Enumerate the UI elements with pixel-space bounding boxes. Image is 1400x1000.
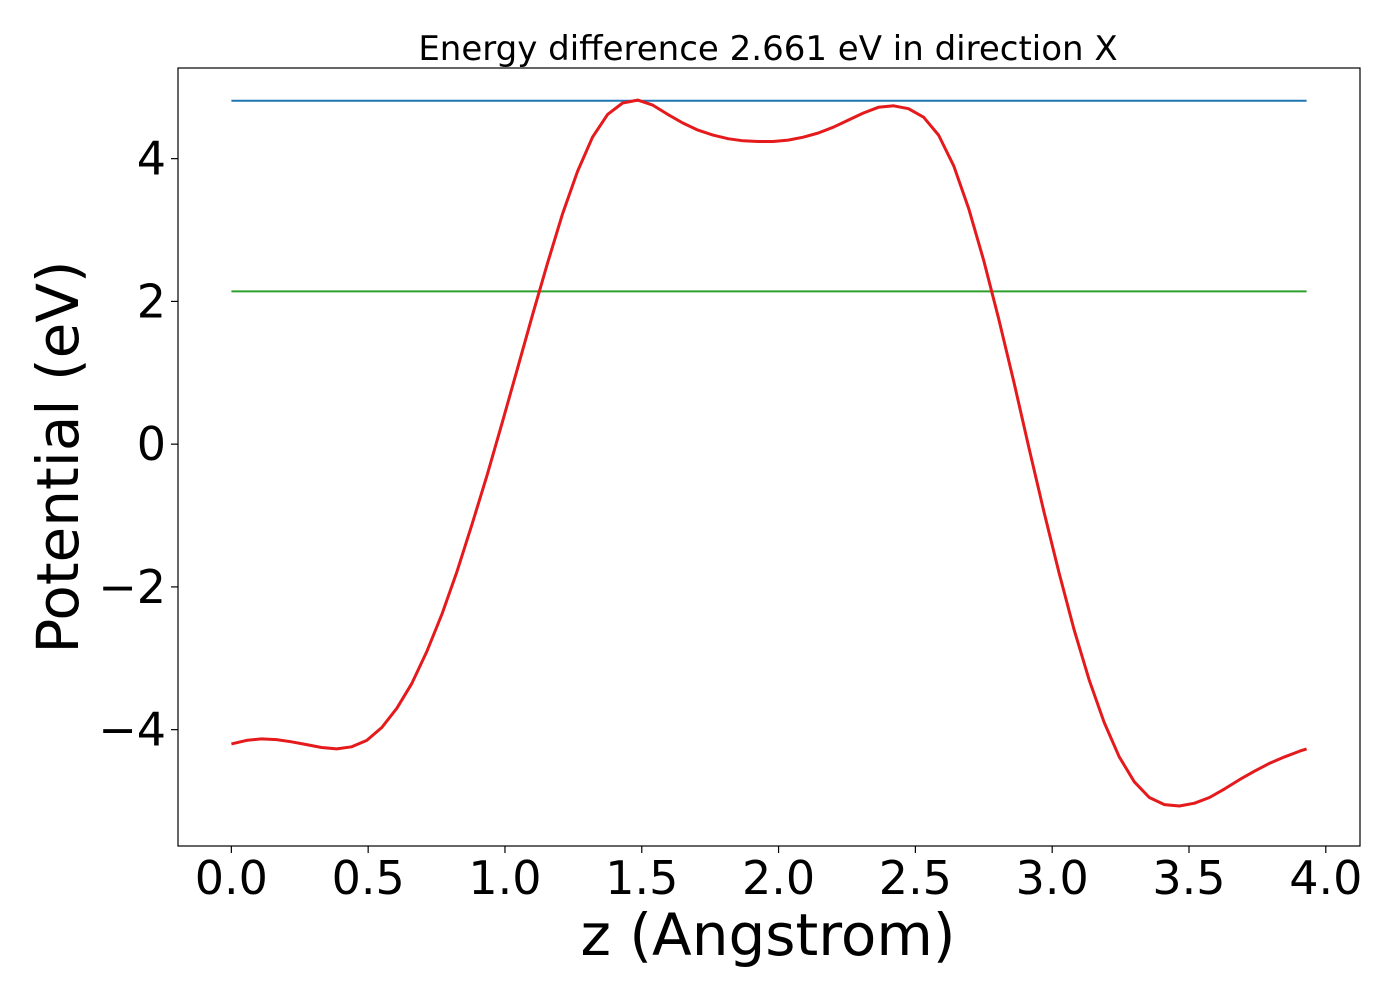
y-axis-label: Potential (eV) [24, 260, 92, 653]
x-tick-label: 2.5 [879, 851, 952, 905]
x-tick-label: 0.0 [195, 851, 268, 905]
x-tick-label: 4.0 [1289, 851, 1362, 905]
x-tick-label: 2.0 [742, 851, 815, 905]
x-ticks: 0.0 0.5 1.0 1.5 2.0 2.5 3.0 3.5 4.0 [195, 846, 1362, 905]
y-tick-label: 4 [137, 132, 166, 186]
y-ticks: −4 −2 0 2 4 [98, 132, 178, 757]
x-tick-label: 0.5 [332, 851, 405, 905]
x-tick-label: 1.0 [468, 851, 541, 905]
chart-title: Energy difference 2.661 eV in direction … [418, 29, 1117, 69]
x-axis-label: z (Angstrom) [581, 901, 956, 969]
y-tick-label: 0 [137, 417, 166, 471]
series-line-2 [231, 98, 1308, 808]
y-tick-label: −2 [98, 560, 166, 614]
x-tick-label: 1.5 [605, 851, 678, 905]
y-tick-label: 2 [137, 274, 166, 328]
series-layer [231, 98, 1308, 808]
plot-area-frame [177, 67, 1361, 847]
y-tick-label: −4 [98, 703, 166, 757]
x-tick-label: 3.5 [1152, 851, 1225, 905]
x-tick-label: 3.0 [1016, 851, 1089, 905]
